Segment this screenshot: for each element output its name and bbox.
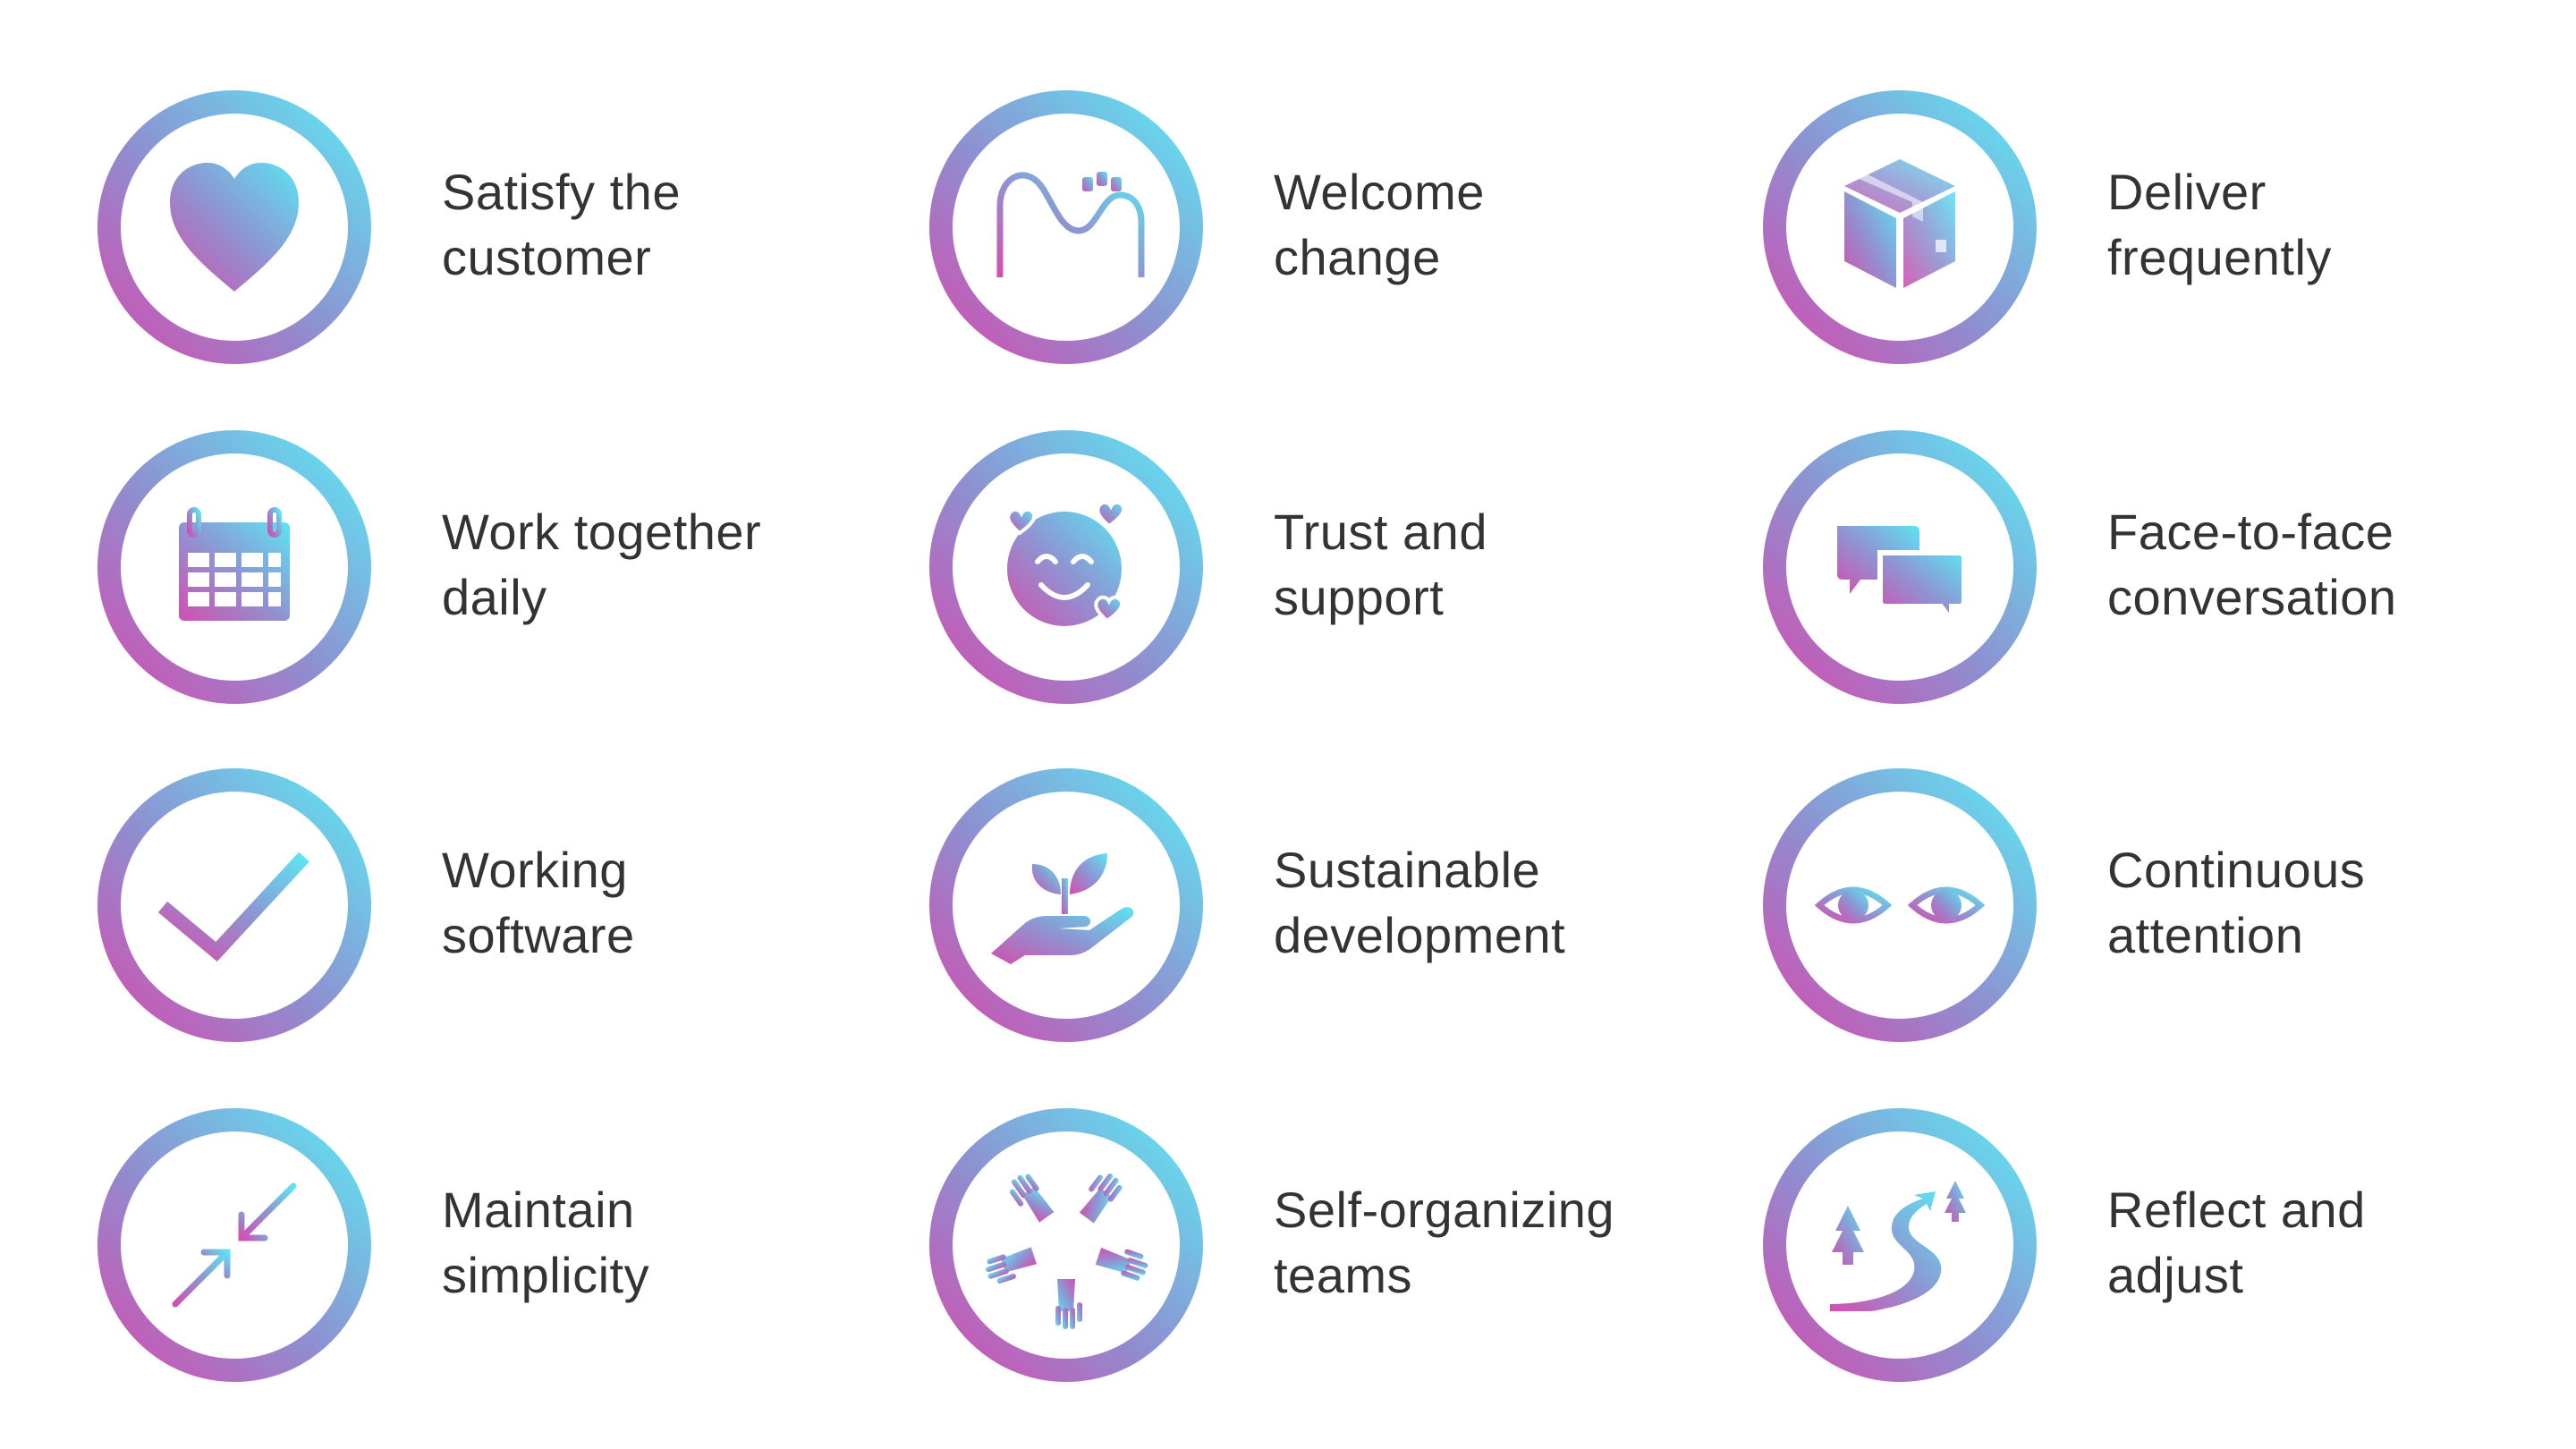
principle-label: Sustainable development (1274, 837, 1721, 968)
principle-badge (95, 88, 374, 367)
principle-label: Self-organizing teams (1274, 1177, 1721, 1308)
principle-badge (927, 1106, 1206, 1385)
principle-badge (927, 88, 1206, 367)
principle-label-line2: attention (2107, 907, 2304, 963)
principle-label-line1: Maintain (442, 1182, 635, 1238)
principle-label-line2: daily (442, 569, 547, 625)
principle-label: Welcome change (1274, 159, 1721, 290)
principle-label: Reflect and adjust (2107, 1177, 2555, 1308)
principle-label-line1: Satisfy the (442, 164, 681, 220)
principle-label: Satisfy the customer (442, 159, 889, 290)
principle-label-line2: customer (442, 229, 652, 285)
smiling-face-hearts-icon (1006, 500, 1126, 626)
principle-badge (1760, 1106, 2039, 1385)
principle-reflect-adjust: Reflect and adjust (1760, 1106, 2565, 1392)
principle-face-to-face: Face-to-face conversation (1760, 428, 2565, 714)
principle-sustainable-development: Sustainable development (927, 766, 1732, 1052)
principle-welcome-change: Welcome change (927, 88, 1732, 374)
principle-work-together-daily: Work together daily (95, 428, 900, 714)
principle-label-line1: Continuous (2107, 842, 2366, 898)
principle-label-line2: teams (1274, 1247, 1412, 1303)
principle-label-line2: software (442, 907, 635, 963)
principle-satisfy-customer: Satisfy the customer (95, 88, 900, 374)
principle-label-line1: Work together (442, 504, 762, 560)
plant-in-hand-icon (991, 853, 1134, 964)
package-box-icon (1844, 159, 1955, 288)
principle-label-line2: development (1274, 907, 1566, 963)
principle-maintain-simplicity: Maintain simplicity (95, 1106, 900, 1392)
principle-badge (95, 766, 374, 1045)
checkmark-icon (157, 852, 309, 962)
converging-arrows-icon (172, 1182, 297, 1308)
principle-label-line1: Welcome (1274, 164, 1485, 220)
principle-label-line1: Working (442, 842, 628, 898)
principle-label: Trust and support (1274, 499, 1721, 630)
speech-bubbles-icon (1837, 526, 1967, 629)
principle-badge (927, 766, 1206, 1045)
principle-badge (95, 428, 374, 707)
principle-label-line1: Deliver (2107, 164, 2267, 220)
principle-label: Continuous attention (2107, 837, 2555, 968)
principle-badge (1760, 428, 2039, 707)
principle-label: Deliver frequently (2107, 159, 2555, 290)
principle-label-line2: change (1274, 229, 1441, 285)
principle-working-software: Working software (95, 766, 900, 1052)
roller-coaster-icon (996, 172, 1145, 282)
principle-badge (95, 1106, 374, 1385)
principle-label-line2: adjust (2107, 1247, 2244, 1303)
principle-label-line2: conversation (2107, 569, 2397, 625)
principle-label-line1: Self-organizing (1274, 1182, 1615, 1238)
principle-label-line2: frequently (2107, 229, 2332, 285)
principle-badge (927, 428, 1206, 707)
principle-label: Working software (442, 837, 889, 968)
principle-badge (1760, 88, 2039, 367)
principle-label-line2: simplicity (442, 1247, 650, 1303)
eyes-icon (1814, 886, 1986, 924)
calendar-icon (179, 507, 290, 621)
heart-icon (170, 163, 299, 292)
principle-badge (1760, 766, 2039, 1045)
principle-label-line1: Sustainable (1274, 842, 1541, 898)
principle-label: Maintain simplicity (442, 1177, 889, 1308)
principle-trust-support: Trust and support (927, 428, 1732, 714)
principle-label-line1: Reflect and (2107, 1182, 2366, 1238)
principle-label: Work together daily (442, 499, 889, 630)
principle-label: Face-to-face conversation (2107, 499, 2555, 630)
principle-label-line2: support (1274, 569, 1445, 625)
principle-label-line1: Face-to-face (2107, 504, 2394, 560)
principle-label-line1: Trust and (1274, 504, 1487, 560)
principle-self-organizing-teams: Self-organizing teams (927, 1106, 1732, 1392)
hands-circle-icon (986, 1174, 1148, 1329)
principle-deliver-frequently: Deliver frequently (1760, 88, 2565, 374)
winding-path-trees-icon (1830, 1181, 1966, 1311)
principle-continuous-attention: Continuous attention (1760, 766, 2565, 1052)
